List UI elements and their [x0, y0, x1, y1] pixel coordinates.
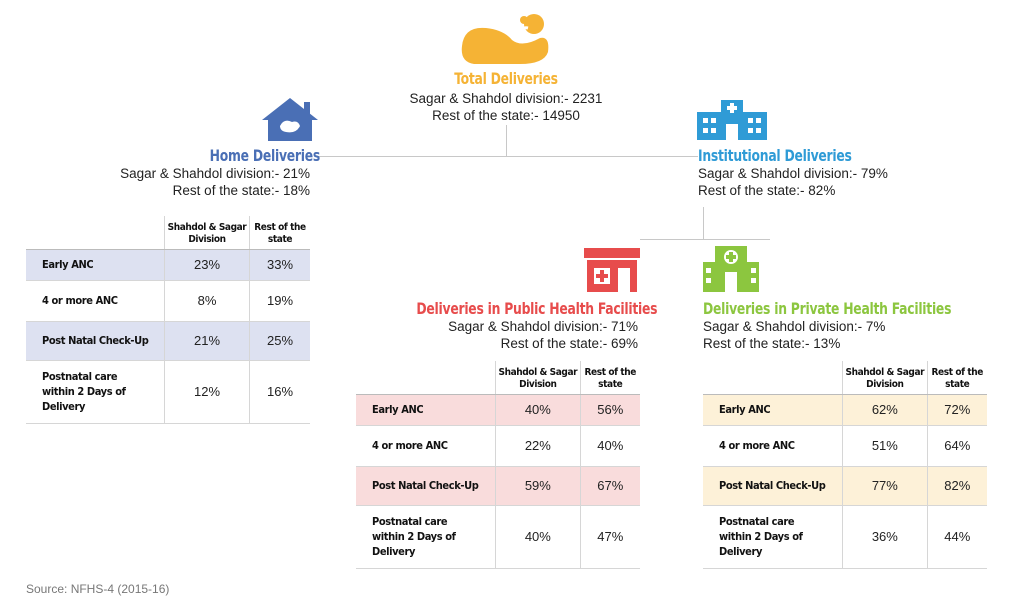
home-deliveries-title: Home Deliveries: [209, 146, 321, 165]
home-line1: Sagar & Shahdol division:- 21%: [120, 166, 310, 181]
institutional-deliveries-title: Institutional Deliveries: [698, 146, 852, 165]
connector-horizontal-bottom: [640, 239, 770, 240]
clinic-icon: [584, 248, 640, 292]
total-line2: Rest of the state:- 14950: [432, 108, 580, 123]
private-table: Shahdol & Sagar Division Rest of the sta…: [703, 361, 987, 569]
header-col1: Shahdol & Sagar Division: [164, 216, 250, 250]
hospital-icon: [697, 100, 767, 140]
table-row: Early ANC 23% 33%: [26, 249, 310, 281]
header-col1: Shahdol & Sagar Division: [495, 361, 581, 395]
table-row: Postnatal care within 2 Days of Delivery…: [26, 360, 310, 424]
connector-horizontal-top: [318, 156, 698, 157]
header-col2: Rest of the state: [580, 361, 640, 395]
public-line1: Sagar & Shahdol division:- 71%: [448, 319, 638, 334]
table-row: Postnatal care within 2 Days of Delivery…: [703, 505, 987, 569]
source-note: Source: NFHS-4 (2015-16): [26, 582, 170, 596]
institutional-line1: Sagar & Shahdol division:- 79%: [698, 166, 888, 181]
table-row: Postnatal care within 2 Days of Delivery…: [356, 505, 640, 569]
private-line1: Sagar & Shahdol division:- 7%: [703, 319, 886, 334]
institutional-line2: Rest of the state:- 82%: [698, 183, 836, 198]
table-row: Post Natal Check-Up 77% 82%: [703, 466, 987, 506]
header-col1: Shahdol & Sagar Division: [842, 361, 928, 395]
house-icon: [262, 98, 318, 141]
public-table: Shahdol & Sagar Division Rest of the sta…: [356, 361, 640, 569]
table-row: 4 or more ANC 22% 40%: [356, 425, 640, 467]
home-table: Shahdol & Sagar Division Rest of the sta…: [26, 216, 310, 424]
total-deliveries-title: Total Deliveries: [454, 69, 558, 88]
home-line2: Rest of the state:- 18%: [172, 183, 310, 198]
table-row: 4 or more ANC 51% 64%: [703, 425, 987, 467]
table-row: 4 or more ANC 8% 19%: [26, 280, 310, 322]
private-deliveries-title: Deliveries in Private Health Facilities: [703, 299, 952, 318]
total-line1: Sagar & Shahdol division:- 2231: [409, 91, 603, 106]
connector-institutional-down: [703, 207, 704, 239]
public-deliveries-title: Deliveries in Public Health Facilities: [416, 299, 658, 318]
table-row: Early ANC 40% 56%: [356, 394, 640, 426]
table-row: Early ANC 62% 72%: [703, 394, 987, 426]
private-line2: Rest of the state:- 13%: [703, 336, 841, 351]
connector-total-down: [506, 125, 507, 157]
header-col2: Rest of the state: [249, 216, 310, 250]
baby-icon: [461, 14, 549, 64]
private-hospital-icon: [703, 246, 759, 292]
table-row: Post Natal Check-Up 59% 67%: [356, 466, 640, 506]
header-col2: Rest of the state: [927, 361, 987, 395]
public-line2: Rest of the state:- 69%: [500, 336, 638, 351]
table-row: Post Natal Check-Up 21% 25%: [26, 321, 310, 361]
